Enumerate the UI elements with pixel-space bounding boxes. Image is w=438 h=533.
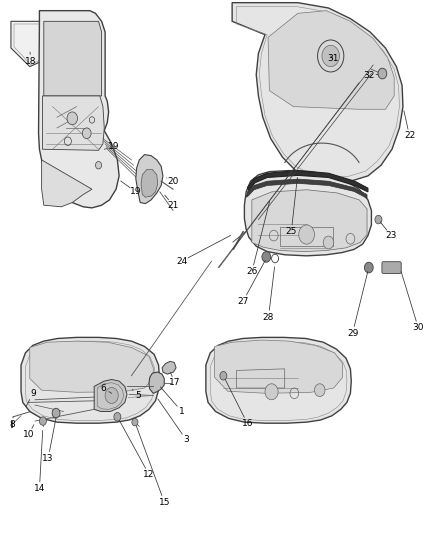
Circle shape [378, 68, 387, 79]
Circle shape [322, 45, 339, 67]
Circle shape [220, 372, 227, 380]
Polygon shape [246, 179, 367, 198]
Polygon shape [44, 21, 102, 96]
Text: 28: 28 [263, 313, 274, 321]
Circle shape [95, 161, 102, 169]
Circle shape [132, 418, 138, 426]
Circle shape [52, 408, 60, 418]
Circle shape [82, 128, 91, 139]
Polygon shape [141, 169, 158, 197]
Text: 18: 18 [25, 57, 36, 66]
Text: 8: 8 [9, 421, 15, 429]
Polygon shape [162, 361, 176, 374]
Circle shape [323, 236, 334, 249]
Text: 16: 16 [242, 419, 253, 428]
Circle shape [262, 252, 271, 262]
Text: 29: 29 [347, 329, 358, 337]
Text: 10: 10 [23, 430, 34, 439]
Text: 27: 27 [237, 297, 249, 305]
Circle shape [314, 384, 325, 397]
Text: 26: 26 [246, 268, 258, 276]
Text: 6: 6 [100, 384, 106, 392]
Text: 23: 23 [385, 231, 397, 240]
Polygon shape [21, 337, 159, 423]
Polygon shape [268, 11, 394, 109]
Circle shape [39, 417, 46, 425]
Circle shape [299, 225, 314, 244]
Text: 21: 21 [167, 201, 179, 209]
Text: 12: 12 [143, 470, 155, 479]
Circle shape [67, 112, 78, 125]
Text: 19: 19 [130, 188, 141, 196]
Text: 3: 3 [183, 435, 189, 444]
Polygon shape [11, 21, 57, 67]
Circle shape [375, 215, 382, 224]
Text: 31: 31 [327, 54, 339, 63]
Polygon shape [215, 340, 343, 393]
Circle shape [364, 262, 373, 273]
Polygon shape [247, 171, 368, 192]
Text: 19: 19 [108, 142, 120, 151]
Circle shape [318, 40, 344, 72]
Polygon shape [232, 3, 403, 182]
Text: 24: 24 [176, 257, 187, 265]
Text: 32: 32 [364, 71, 375, 80]
Text: 15: 15 [159, 498, 170, 506]
FancyBboxPatch shape [382, 262, 401, 273]
Polygon shape [206, 337, 351, 423]
Polygon shape [39, 11, 119, 208]
Text: 22: 22 [404, 132, 415, 140]
Polygon shape [136, 155, 163, 204]
Circle shape [105, 387, 118, 403]
Circle shape [265, 384, 278, 400]
Polygon shape [30, 341, 153, 392]
Text: 17: 17 [170, 378, 181, 387]
Text: 5: 5 [135, 391, 141, 400]
Text: 30: 30 [413, 324, 424, 332]
Text: 20: 20 [167, 177, 179, 185]
Polygon shape [252, 190, 367, 252]
Polygon shape [149, 372, 164, 393]
Polygon shape [244, 171, 371, 256]
Circle shape [114, 413, 121, 421]
Text: 13: 13 [42, 454, 54, 463]
Polygon shape [42, 96, 104, 150]
Polygon shape [94, 379, 127, 411]
Text: 14: 14 [34, 484, 45, 493]
Text: 1: 1 [179, 407, 185, 416]
Text: 9: 9 [30, 389, 36, 398]
Polygon shape [42, 160, 92, 207]
Text: 25: 25 [286, 228, 297, 236]
